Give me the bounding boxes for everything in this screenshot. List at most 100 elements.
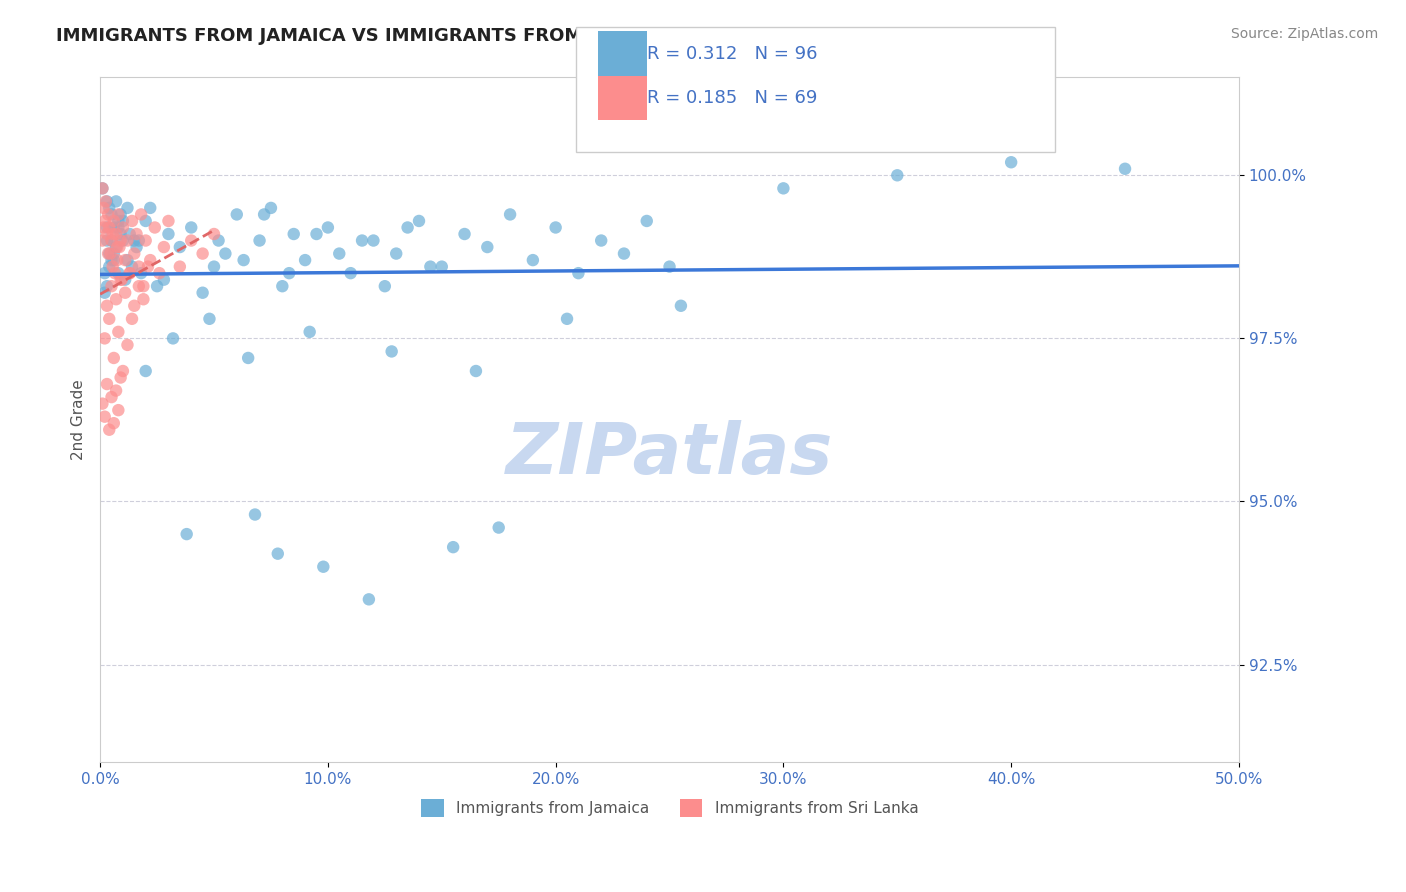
Point [357, 592, 380, 607]
Point [135, 214, 157, 228]
Point [305, 227, 328, 241]
Point [238, 351, 260, 365]
Point [103, 214, 125, 228]
Point [488, 520, 510, 534]
Point [96, 194, 118, 209]
Text: R = 0.185   N = 69: R = 0.185 N = 69 [647, 89, 817, 107]
Point [169, 260, 191, 274]
Point [430, 260, 453, 274]
Point [105, 194, 128, 209]
Point [267, 547, 290, 561]
Point [103, 416, 125, 430]
Y-axis label: 2nd Grade: 2nd Grade [72, 380, 86, 460]
Point [136, 260, 159, 274]
Point [93, 331, 115, 345]
Point [117, 253, 139, 268]
Point [1114, 161, 1136, 176]
Point [101, 260, 124, 274]
Point [658, 260, 681, 274]
Point [121, 214, 143, 228]
Point [96, 227, 118, 241]
Point [312, 559, 335, 574]
Point [162, 331, 184, 345]
Point [128, 234, 150, 248]
Text: R = 0.312   N = 96: R = 0.312 N = 96 [647, 45, 817, 62]
Point [98, 220, 121, 235]
Point [111, 214, 134, 228]
Point [111, 364, 134, 378]
Point [129, 266, 152, 280]
Point [555, 311, 578, 326]
Point [110, 227, 132, 241]
Point [294, 253, 316, 268]
Point [146, 279, 169, 293]
Point [98, 423, 121, 437]
Point [107, 220, 129, 235]
Point [103, 246, 125, 260]
Point [114, 253, 136, 268]
Text: ZIPatlas: ZIPatlas [506, 420, 834, 489]
Point [110, 370, 132, 384]
Point [132, 292, 155, 306]
Point [100, 253, 122, 268]
Point [567, 266, 589, 280]
Point [105, 384, 128, 398]
Point [100, 207, 122, 221]
Point [97, 207, 120, 221]
Point [669, 299, 692, 313]
Point [408, 214, 430, 228]
Point [118, 266, 141, 280]
Point [591, 234, 613, 248]
Point [381, 344, 404, 359]
Point [316, 220, 339, 235]
Point [464, 364, 486, 378]
Point [225, 207, 247, 221]
Point [107, 207, 129, 221]
Point [886, 169, 908, 183]
Point [128, 260, 150, 274]
Point [110, 273, 132, 287]
Point [385, 246, 408, 260]
Point [91, 396, 114, 410]
Point [98, 311, 121, 326]
Point [114, 273, 136, 287]
Point [110, 207, 132, 221]
Point [111, 273, 134, 287]
Point [93, 201, 115, 215]
Point [93, 214, 115, 228]
Point [105, 240, 128, 254]
Point [98, 246, 121, 260]
Point [283, 227, 305, 241]
Point [105, 292, 128, 306]
Point [107, 214, 129, 228]
Point [198, 311, 221, 326]
Point [114, 285, 136, 300]
Point [544, 220, 567, 235]
Point [118, 227, 141, 241]
Point [191, 246, 214, 260]
Point [339, 266, 361, 280]
Point [103, 253, 125, 268]
Point [169, 240, 191, 254]
Point [1000, 155, 1022, 169]
Point [121, 311, 143, 326]
Point [260, 201, 283, 215]
Point [105, 240, 128, 254]
Point [148, 266, 170, 280]
Point [104, 266, 127, 280]
Legend: Immigrants from Jamaica, Immigrants from Sri Lanka: Immigrants from Jamaica, Immigrants from… [415, 792, 925, 823]
Point [103, 220, 125, 235]
Point [180, 234, 202, 248]
Point [100, 246, 122, 260]
Point [117, 201, 139, 215]
Point [363, 234, 385, 248]
Point [135, 234, 157, 248]
Point [98, 260, 121, 274]
Point [93, 409, 115, 424]
Text: Source: ZipAtlas.com: Source: ZipAtlas.com [1230, 27, 1378, 41]
Point [110, 234, 132, 248]
Point [125, 240, 148, 254]
Point [101, 227, 124, 241]
Point [396, 220, 419, 235]
Point [180, 220, 202, 235]
